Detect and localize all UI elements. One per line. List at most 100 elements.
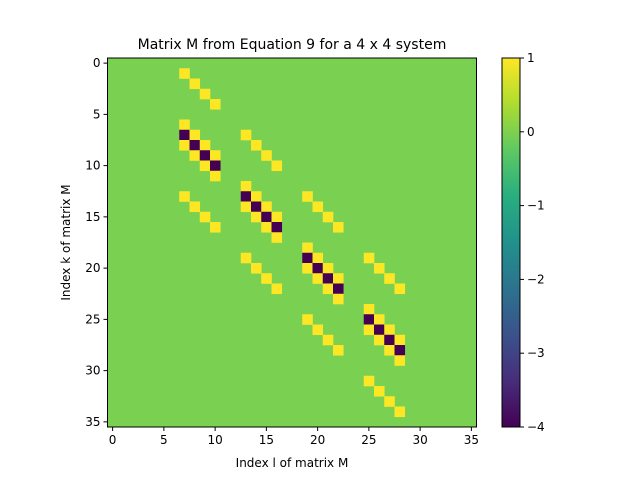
colorbar — [501, 57, 521, 428]
heatmap-cell — [261, 273, 272, 284]
heatmap-cell — [251, 201, 262, 213]
colorbar-tick-label: −1 — [527, 199, 545, 213]
heatmap-cell — [210, 150, 221, 161]
x-tick-label: 15 — [259, 433, 274, 447]
heatmap-cell — [322, 263, 334, 274]
x-axis-label: Index l of matrix M — [236, 456, 349, 470]
heatmap-cell — [363, 252, 375, 264]
colorbar-tick-label: 0 — [527, 125, 535, 139]
heatmap-cell — [261, 150, 272, 161]
x-tick-label: 20 — [310, 433, 325, 447]
y-tick-label: 10 — [85, 159, 100, 173]
heatmap-cell — [312, 273, 324, 284]
heatmap-cell — [322, 211, 334, 223]
heatmap-cell — [374, 314, 385, 325]
heatmap-cell — [312, 252, 324, 264]
x-tick-label: 5 — [160, 433, 168, 447]
y-tick-label: 30 — [85, 364, 100, 378]
heatmap-cell — [189, 201, 201, 213]
colorbar-tick-label: −4 — [527, 420, 545, 434]
heatmap-cell — [199, 88, 211, 100]
heatmap-cell — [333, 283, 344, 295]
heatmap-cell — [394, 355, 406, 366]
heatmap-cell — [394, 283, 406, 295]
heatmap-cell — [251, 191, 262, 202]
heatmap-cell — [333, 293, 344, 305]
heatmap-cell — [384, 345, 395, 356]
heatmap-cell — [210, 160, 221, 172]
heatmap-cell — [179, 129, 190, 141]
heatmap-cell — [363, 324, 375, 336]
colorbar-ticks: 1 0 −1 −2 −3 −4 — [520, 51, 545, 434]
heatmap-cell — [312, 324, 324, 336]
heatmap-cell — [271, 222, 283, 233]
heatmap-cell — [322, 273, 334, 284]
x-tick-label: 35 — [464, 433, 479, 447]
heatmap-cell — [210, 99, 221, 110]
plot-frame — [107, 57, 477, 428]
heatmap-cell — [322, 283, 334, 295]
heatmap-background — [107, 58, 477, 427]
heatmap-cell — [189, 78, 201, 90]
heatmap-cell — [189, 140, 201, 151]
y-tick-label: 25 — [85, 312, 100, 326]
heatmap-cell — [240, 191, 252, 202]
heatmap-cell — [251, 140, 262, 151]
heatmap-cell — [179, 191, 190, 202]
colorbar-tick-label: 1 — [527, 51, 535, 65]
heatmap-cell — [302, 314, 313, 325]
heatmap-cell — [302, 242, 313, 254]
heatmap-cell — [384, 334, 395, 346]
heatmap-cell — [261, 222, 272, 233]
heatmap-cell — [384, 396, 395, 407]
heatmap-cell — [199, 150, 211, 161]
heatmap-cell — [312, 201, 324, 213]
heatmap-cell — [179, 68, 190, 79]
heatmap-cell — [394, 334, 406, 346]
heatmap-cell — [189, 129, 201, 141]
heatmap-cell — [394, 345, 406, 356]
colorbar-tick-label: −2 — [527, 272, 545, 286]
y-tick-label: 15 — [85, 210, 100, 224]
x-tick-label: 10 — [207, 433, 222, 447]
heatmap-cell — [312, 263, 324, 274]
heatmap-cell — [333, 345, 344, 356]
y-tick-label: 5 — [93, 107, 101, 121]
heatmap-cell — [363, 304, 375, 315]
y-tick-label: 35 — [85, 415, 100, 429]
heatmap-cell — [240, 129, 252, 141]
y-axis-label: Index k of matrix M — [59, 184, 73, 300]
heatmap-cell — [271, 283, 283, 295]
heatmap-cell — [302, 252, 313, 264]
heatmap-cell — [363, 314, 375, 325]
heatmap-cell — [199, 160, 211, 172]
heatmap-cell — [322, 334, 334, 346]
heatmap-cell — [374, 263, 385, 274]
heatmap-cell — [271, 211, 283, 223]
heatmap-cell — [271, 160, 283, 172]
heatmap-cell — [374, 386, 385, 397]
heatmap-cell — [333, 273, 344, 284]
x-tick-label: 30 — [412, 433, 427, 447]
heatmap-cell — [179, 140, 190, 151]
x-tick-label: 0 — [109, 433, 117, 447]
x-axis-ticks: 0 5 10 15 20 25 30 35 — [109, 427, 479, 447]
heatmap-cell — [199, 211, 211, 223]
heatmap-cell — [210, 222, 221, 233]
heatmap-cell — [302, 191, 313, 202]
heatmap-cell — [199, 140, 211, 151]
y-tick-label: 20 — [85, 261, 100, 275]
colorbar-tick-label: −3 — [527, 346, 545, 360]
heatmap-cell — [240, 252, 252, 264]
heatmap-cell — [210, 170, 221, 182]
heatmap-cell — [189, 150, 201, 161]
heatmap-cells — [107, 58, 477, 427]
heatmap-cell — [363, 375, 375, 387]
heatmap-cell — [261, 201, 272, 213]
heatmap-cell — [384, 273, 395, 284]
heatmap-cell — [374, 324, 385, 336]
heatmap-cell — [394, 406, 406, 418]
heatmap-cell — [261, 211, 272, 223]
heatmap-cell — [333, 222, 344, 233]
